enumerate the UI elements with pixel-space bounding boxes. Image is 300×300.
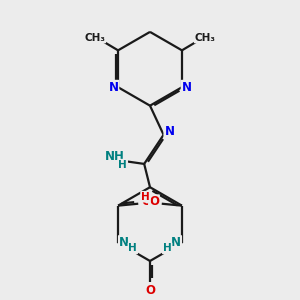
Text: CH₃: CH₃: [84, 32, 105, 43]
Text: N: N: [182, 81, 192, 94]
Text: N: N: [108, 81, 118, 94]
Text: H: H: [118, 160, 127, 170]
Text: NH: NH: [105, 150, 125, 164]
Text: O: O: [142, 195, 152, 208]
Text: H: H: [163, 243, 172, 254]
Text: CH₃: CH₃: [195, 32, 216, 43]
Text: O: O: [145, 284, 155, 297]
Text: N: N: [119, 236, 129, 249]
Text: O: O: [149, 195, 159, 208]
Text: N: N: [164, 125, 174, 138]
Text: H: H: [128, 243, 137, 254]
Text: N: N: [171, 236, 181, 249]
Text: H: H: [141, 192, 150, 202]
